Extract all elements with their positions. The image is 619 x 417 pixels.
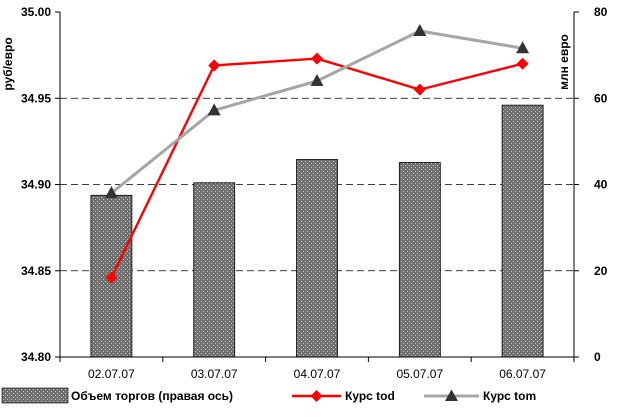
legend-label-volume: Объем торгов (правая ось) xyxy=(71,389,233,403)
marker-tod xyxy=(105,271,118,284)
marker-tom xyxy=(413,23,427,36)
x-tick-label: 06.07.07 xyxy=(499,367,546,381)
marker-tod xyxy=(311,52,323,65)
y-right-axis-label: млн евро xyxy=(557,34,571,90)
bar-volume xyxy=(193,182,236,358)
marker-tod xyxy=(208,59,221,72)
legend-label-tom: Курс tom xyxy=(483,389,536,403)
y-left-tick-label: 34.95 xyxy=(21,91,51,105)
y-left-tick-label: 34.85 xyxy=(21,264,51,278)
x-tick-label: 04.07.07 xyxy=(294,367,341,381)
y-left-tick-label: 35.00 xyxy=(21,5,51,19)
y-right-tick-label: 0 xyxy=(594,350,601,364)
axis-layer: 34.80 34.85 34.90 34.95 35.00 0 20 40 60 80 02.07.… xyxy=(21,5,608,381)
y-left-tick-label: 34.90 xyxy=(21,178,51,192)
x-tick-label: 05.07.07 xyxy=(396,367,443,381)
legend-swatch-volume xyxy=(1,387,69,404)
bar-volume xyxy=(296,159,338,358)
bar-layer xyxy=(90,104,544,358)
bar-volume xyxy=(501,104,544,358)
legend-label-tod: Курс tod xyxy=(345,389,395,403)
marker-tom xyxy=(207,103,221,116)
y-right-tick-label: 20 xyxy=(594,264,608,278)
y-right-tick-label: 60 xyxy=(594,91,608,105)
x-tick-label: 03.07.07 xyxy=(191,367,238,381)
bar-volume xyxy=(398,162,441,358)
y-left-tick-label: 34.80 xyxy=(21,350,51,364)
marker-tod xyxy=(413,83,426,96)
x-tick-label: 02.07.07 xyxy=(88,367,135,381)
y-right-tick-label: 40 xyxy=(594,178,608,192)
legend: Объем торгов (правая ось) Курс tod Курс … xyxy=(1,387,536,404)
marker-tod xyxy=(516,57,529,70)
marker-tom xyxy=(104,186,118,199)
marker-tom xyxy=(516,41,530,54)
marker-tom xyxy=(310,74,324,86)
legend-marker-tom xyxy=(445,389,458,401)
legend-marker-tod xyxy=(310,390,323,402)
y-right-tick-label: 80 xyxy=(594,5,608,19)
y-left-axis-label: руб/евро xyxy=(1,37,15,90)
line-layer xyxy=(104,23,530,284)
